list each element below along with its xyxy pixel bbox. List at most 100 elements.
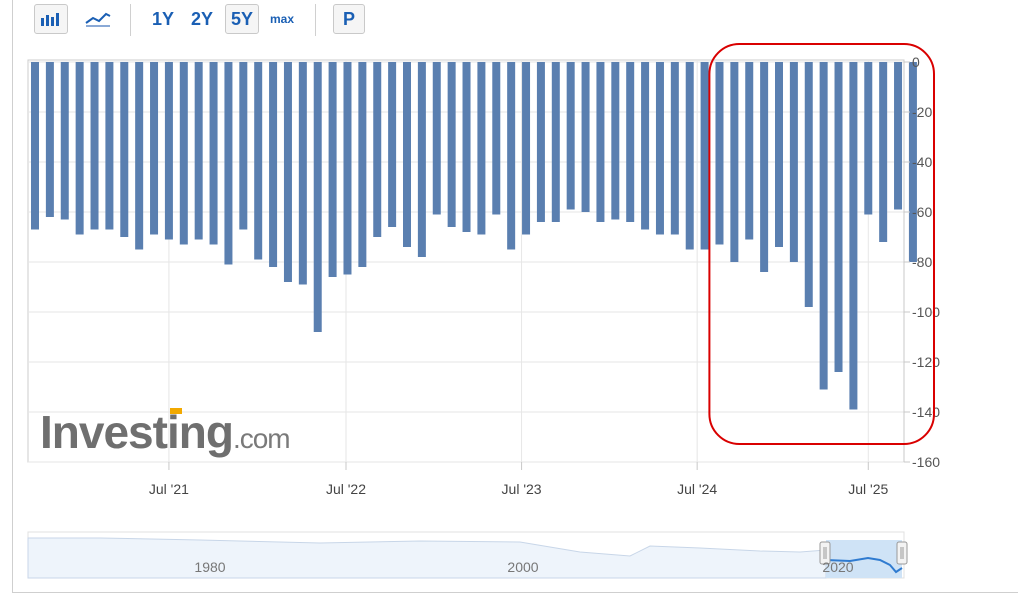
- bar[interactable]: [536, 62, 545, 222]
- bar[interactable]: [522, 62, 531, 235]
- bar[interactable]: [373, 62, 382, 237]
- y-tick-label: -160: [912, 454, 940, 470]
- y-tick-label: -80: [912, 254, 932, 270]
- bar[interactable]: [626, 62, 635, 222]
- p-button[interactable]: P: [333, 4, 365, 34]
- bar[interactable]: [849, 62, 858, 410]
- bar[interactable]: [120, 62, 129, 237]
- y-tick-label: -60: [912, 204, 932, 220]
- bar[interactable]: [432, 62, 441, 215]
- watermark-suffix: .com: [233, 423, 290, 454]
- bar[interactable]: [492, 62, 501, 215]
- bar[interactable]: [611, 62, 620, 220]
- x-tick-label: Jul '23: [502, 481, 542, 497]
- x-tick-label: Jul '25: [848, 481, 888, 497]
- navigator-right-handle[interactable]: [896, 541, 908, 565]
- period-1y-button[interactable]: 1Y: [151, 8, 175, 29]
- bar[interactable]: [417, 62, 426, 257]
- line-chart-button[interactable]: [80, 4, 116, 34]
- bar[interactable]: [760, 62, 769, 272]
- watermark-brand: Investing: [40, 406, 233, 458]
- bar[interactable]: [447, 62, 456, 227]
- bar[interactable]: [254, 62, 263, 260]
- bar[interactable]: [60, 62, 69, 220]
- bar[interactable]: [179, 62, 188, 245]
- bars: [31, 62, 917, 410]
- navigator: 1980 2000 2020: [27, 531, 908, 579]
- bar[interactable]: [834, 62, 843, 372]
- x-tick-label: Jul '24: [677, 481, 717, 497]
- bar[interactable]: [194, 62, 203, 240]
- bar[interactable]: [700, 62, 709, 250]
- bar[interactable]: [403, 62, 411, 247]
- bar[interactable]: [135, 62, 144, 250]
- bar[interactable]: [45, 62, 54, 217]
- bar[interactable]: [715, 62, 724, 245]
- y-tick-label: -20: [912, 104, 932, 120]
- bar[interactable]: [775, 62, 783, 247]
- chart-frame: [12, 0, 1018, 593]
- bar[interactable]: [209, 62, 218, 245]
- bar[interactable]: [804, 62, 813, 307]
- bar[interactable]: [239, 62, 248, 230]
- x-tick-label: Jul '22: [326, 481, 366, 497]
- x-tick-label: Jul '21: [149, 481, 189, 497]
- bar[interactable]: [150, 62, 159, 235]
- bar[interactable]: [298, 62, 307, 285]
- bar[interactable]: [819, 62, 828, 390]
- bar[interactable]: [581, 62, 590, 212]
- bar-chart-button[interactable]: [34, 4, 68, 34]
- bar[interactable]: [908, 62, 917, 262]
- x-axis: Jul '21 Jul '22 Jul '23 Jul '24 Jul '25: [149, 462, 889, 497]
- bar[interactable]: [730, 62, 739, 262]
- y-tick-label: -120: [912, 354, 940, 370]
- y-tick-label: -40: [912, 154, 932, 170]
- bar[interactable]: [655, 62, 664, 235]
- bar[interactable]: [641, 62, 650, 230]
- bar[interactable]: [358, 62, 367, 267]
- bar[interactable]: [343, 62, 352, 275]
- bar[interactable]: [313, 62, 322, 332]
- bar[interactable]: [105, 62, 114, 230]
- bar[interactable]: [269, 62, 278, 267]
- bar[interactable]: [283, 62, 292, 282]
- logo-accent: [170, 408, 182, 414]
- bar[interactable]: [477, 62, 486, 235]
- period-5y-button[interactable]: 5Y: [225, 4, 259, 34]
- bar[interactable]: [670, 62, 679, 235]
- bar[interactable]: [462, 62, 471, 232]
- navigator-label: 1980: [194, 559, 225, 575]
- toolbar-separator: [315, 4, 316, 36]
- bar-chart-icon: [41, 13, 59, 26]
- bar[interactable]: [596, 62, 605, 222]
- bar[interactable]: [75, 62, 84, 235]
- navigator-label: 2000: [507, 559, 538, 575]
- bar[interactable]: [685, 62, 694, 250]
- bar[interactable]: [566, 62, 575, 210]
- y-tick-label: -140: [912, 404, 940, 420]
- bar[interactable]: [745, 62, 754, 240]
- svg-text:Investing.com: Investing.com: [40, 406, 290, 458]
- toolbar-separator: [130, 4, 131, 36]
- bar[interactable]: [864, 62, 873, 215]
- bar[interactable]: [894, 62, 903, 210]
- bar[interactable]: [551, 62, 560, 222]
- bar[interactable]: [224, 62, 233, 265]
- y-tick-label: 0: [912, 54, 920, 70]
- bar[interactable]: [388, 62, 397, 227]
- watermark-logo: Investing.com: [40, 406, 291, 458]
- line-chart-icon: [85, 12, 111, 27]
- bar[interactable]: [164, 62, 173, 240]
- period-2y-button[interactable]: 2Y: [190, 8, 214, 29]
- bar[interactable]: [879, 62, 888, 242]
- navigator-left-handle[interactable]: [819, 541, 831, 565]
- bar[interactable]: [31, 62, 39, 230]
- chart-toolbar: 1Y 2Y 5Y max P: [20, 0, 1010, 44]
- bar[interactable]: [90, 62, 99, 230]
- y-tick-label: -100: [912, 304, 940, 320]
- bar[interactable]: [328, 62, 337, 277]
- period-max-button[interactable]: max: [269, 12, 295, 26]
- bar[interactable]: [789, 62, 798, 262]
- bar[interactable]: [507, 62, 516, 250]
